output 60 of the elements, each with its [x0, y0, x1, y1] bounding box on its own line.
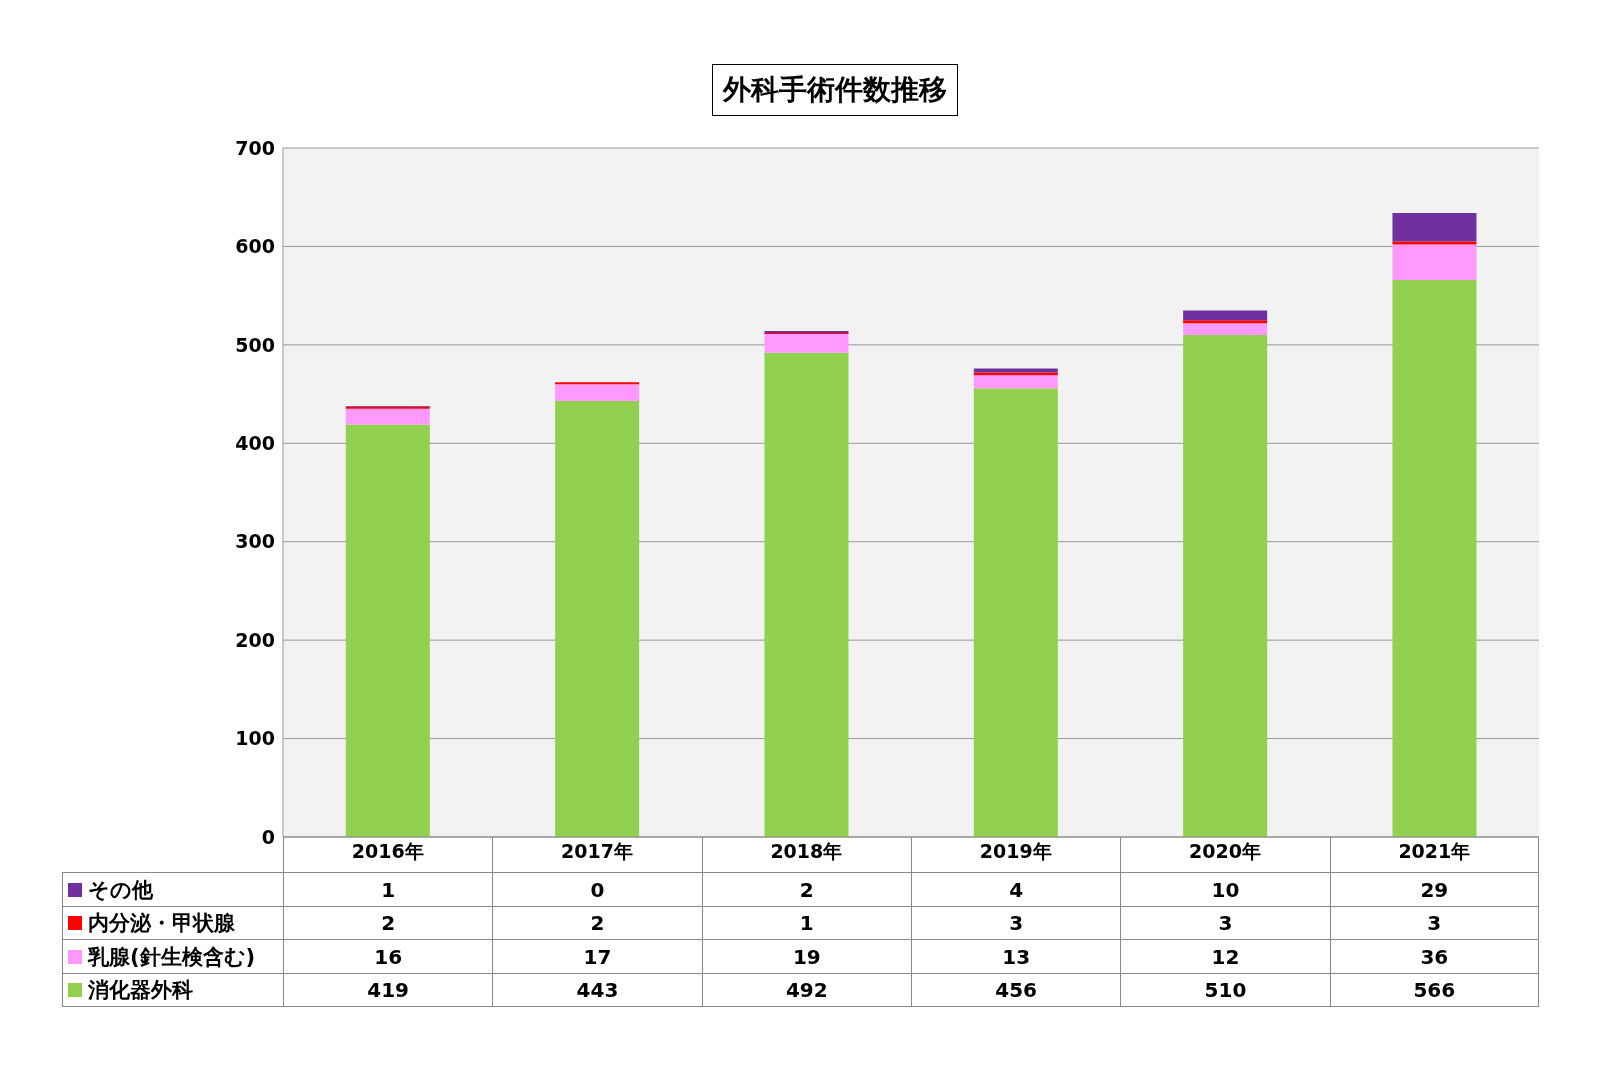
data-label: 3 [910, 906, 1121, 940]
data-label: 12 [1120, 940, 1330, 974]
data-label: 3 [1120, 906, 1330, 940]
data-label: 443 [492, 973, 702, 1006]
bar [764, 352, 849, 837]
data-label: 3 [1329, 906, 1539, 940]
bar [764, 334, 849, 353]
bar [973, 368, 1058, 373]
bar [345, 408, 430, 425]
x-tick-label: 2019年 [979, 840, 1052, 863]
data-label: 2 [283, 906, 493, 940]
bar [1183, 310, 1268, 321]
bar [1392, 279, 1477, 837]
x-tick-label: 2016年 [351, 840, 424, 863]
y-tick-label: 300 [235, 530, 275, 553]
data-label: 19 [701, 940, 911, 974]
y-tick-label: 600 [235, 235, 275, 258]
y-tick-label: 400 [235, 432, 275, 455]
y-tick-label: 100 [235, 727, 275, 750]
y-tick-label: 700 [235, 136, 275, 159]
bar [1183, 323, 1268, 336]
bar [555, 400, 640, 837]
legend-label: 内分泌・甲状腺 [88, 910, 235, 938]
data-label: 566 [1329, 973, 1539, 1006]
data-label: 2 [492, 906, 702, 940]
legend-label: 乳腺(針生検含む) [88, 943, 256, 971]
chart-title: 外科手術件数推移 [712, 64, 958, 116]
y-tick-label: 0 [261, 825, 275, 848]
data-label: 4 [910, 873, 1121, 907]
x-tick-label: 2017年 [561, 840, 633, 863]
legend-label: その他 [88, 876, 153, 904]
legend-label: 消化器外科 [88, 976, 193, 1004]
y-tick-label: 200 [235, 628, 275, 651]
bar [1392, 244, 1477, 280]
y-tick-label: 500 [235, 333, 275, 356]
bar [345, 424, 430, 837]
data-label: 456 [910, 973, 1121, 1006]
x-tick-label: 2018年 [770, 840, 843, 863]
data-label: 2 [701, 873, 911, 907]
data-label: 492 [701, 973, 911, 1006]
bar [1392, 212, 1477, 242]
bar [973, 372, 1058, 376]
x-tick-label: 2020年 [1189, 840, 1261, 863]
data-label: 16 [283, 940, 493, 974]
data-label: 510 [1120, 973, 1330, 1006]
data-label: 17 [492, 940, 702, 974]
data-label: 13 [910, 940, 1121, 974]
data-label: 419 [283, 973, 493, 1006]
data-label: 29 [1329, 873, 1539, 907]
data-label: 1 [701, 906, 911, 940]
data-label: 0 [492, 873, 702, 907]
data-label: 1 [283, 873, 493, 907]
bar [973, 375, 1058, 389]
bar [973, 388, 1058, 837]
bar [1183, 335, 1268, 837]
bar [1183, 320, 1268, 324]
x-tick-label: 2021年 [1398, 840, 1471, 863]
bar [555, 384, 640, 401]
data-label: 10 [1120, 873, 1330, 907]
data-label: 36 [1329, 940, 1539, 974]
